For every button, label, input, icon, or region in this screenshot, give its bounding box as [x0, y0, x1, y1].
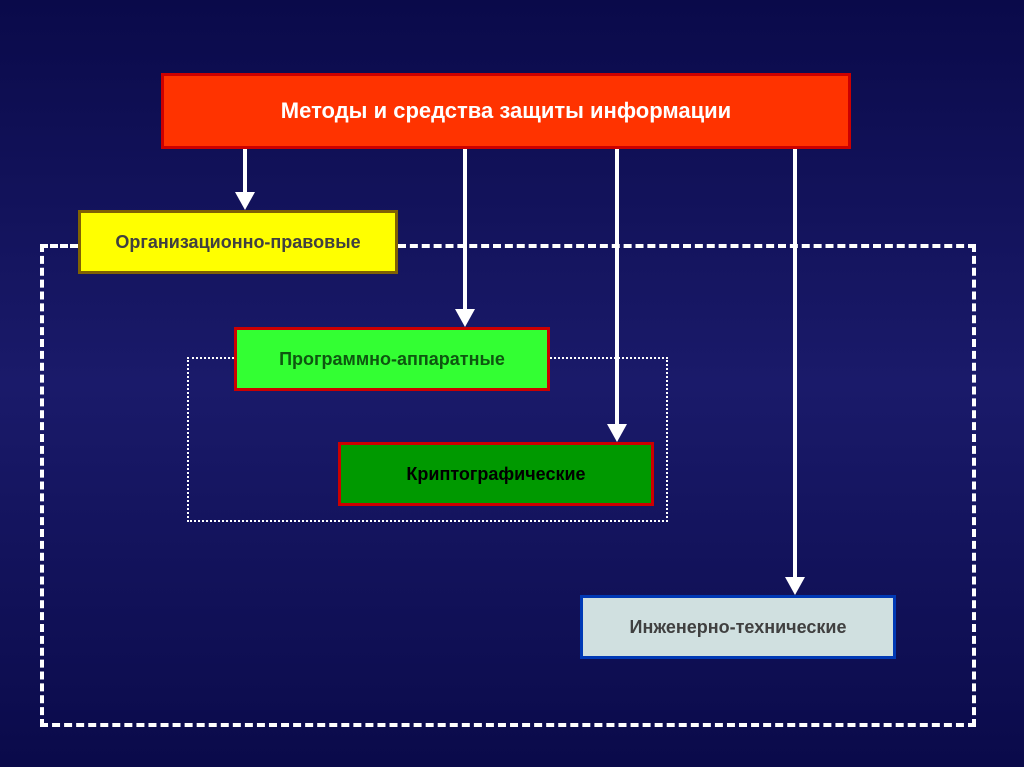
dashed-inner-frame: [187, 357, 668, 522]
main-title-label: Методы и средства защиты информации: [281, 98, 731, 124]
main-title-box: Методы и средства защиты информации: [161, 73, 851, 149]
arrow-1: [230, 149, 260, 211]
